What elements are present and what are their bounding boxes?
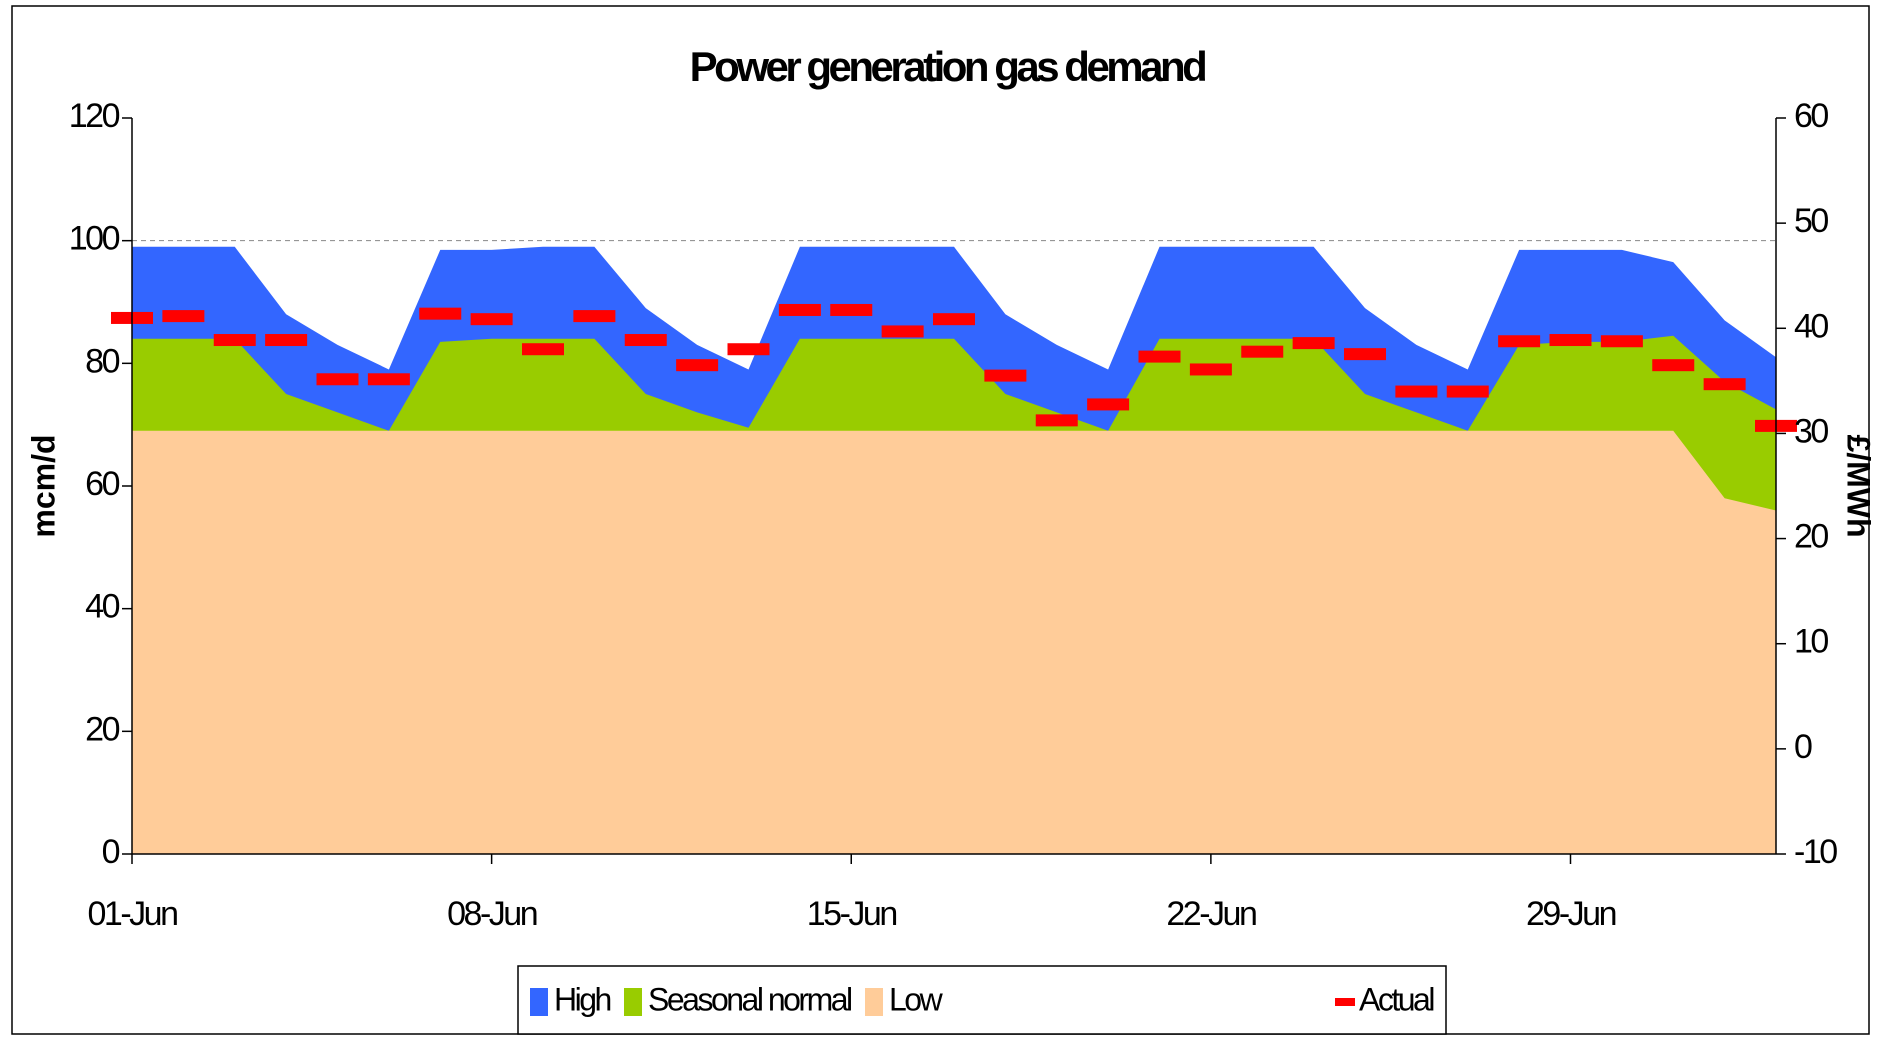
actual-marker: [419, 307, 462, 320]
y2-tick-label: 10: [1794, 623, 1828, 661]
actual-marker: [881, 325, 924, 338]
actual-marker: [162, 310, 205, 323]
x-tick-label: 08-Jun: [447, 895, 537, 933]
legend-box: [517, 965, 1447, 1035]
actual-marker: [830, 303, 873, 316]
x-tick-label: 01-Jun: [88, 895, 178, 933]
actual-marker: [1600, 335, 1643, 348]
actual-marker: [1087, 398, 1130, 411]
actual-marker: [265, 334, 308, 347]
y-axis-label: mcm/d: [25, 434, 61, 537]
actual-marker: [933, 313, 975, 326]
y-tick-label: 120: [69, 97, 120, 135]
actual-marker: [727, 343, 770, 356]
y2-tick-label: 30: [1794, 412, 1828, 450]
actual-marker: [213, 334, 256, 347]
actual-marker: [1035, 414, 1078, 427]
actual-marker: [1395, 385, 1438, 398]
legend-swatch: [624, 988, 642, 1016]
actual-marker: [778, 303, 821, 316]
actual-marker: [1344, 348, 1386, 361]
x-tick-label: 15-Jun: [807, 895, 897, 933]
actual-marker: [1292, 337, 1335, 350]
actual-marker: [316, 373, 359, 386]
y2-tick-label: 50: [1794, 202, 1828, 240]
chart-title: Power generation gas demand: [690, 43, 1205, 90]
y2-tick-label: 60: [1794, 97, 1828, 135]
legend-swatch: [530, 988, 548, 1016]
y-tick-label: 60: [85, 465, 119, 503]
y2-tick-label: 0: [1794, 728, 1812, 766]
actual-marker: [367, 373, 410, 386]
actual-marker: [1446, 385, 1489, 398]
y-tick-label: 80: [85, 342, 119, 380]
y2-tick-label: 20: [1794, 518, 1828, 556]
actual-marker: [1138, 350, 1181, 363]
actual-marker: [676, 359, 719, 372]
actual-marker: [1703, 378, 1746, 391]
x-tick-label: 22-Jun: [1166, 895, 1256, 933]
legend-label: Seasonal normal: [648, 981, 851, 1017]
y2-tick-label: 40: [1794, 307, 1828, 345]
legend-swatch: [1335, 998, 1355, 1006]
actual-marker: [1549, 334, 1592, 347]
legend-label: Actual: [1359, 981, 1433, 1017]
y-tick-label: 20: [85, 710, 119, 748]
y-tick-label: 0: [102, 833, 120, 871]
legend-label: Low: [889, 981, 944, 1017]
y2-axis-label: £/MWh: [1841, 434, 1877, 537]
area: [132, 430, 1776, 854]
y2-tick-label: -10: [1794, 833, 1837, 871]
legend-swatch: [865, 988, 883, 1016]
actual-marker: [624, 334, 667, 347]
actual-marker: [522, 343, 564, 356]
actual-marker: [1498, 335, 1541, 348]
actual-marker: [984, 369, 1027, 382]
actual-marker: [1241, 345, 1284, 358]
actual-marker: [470, 313, 513, 326]
actual-marker: [573, 310, 616, 323]
actual-marker: [1652, 359, 1695, 372]
y-tick-label: 100: [69, 220, 120, 258]
actual-marker: [1189, 363, 1232, 376]
x-tick-label: 29-Jun: [1526, 895, 1616, 933]
y-tick-label: 40: [85, 588, 119, 626]
legend-label: High: [554, 981, 611, 1017]
